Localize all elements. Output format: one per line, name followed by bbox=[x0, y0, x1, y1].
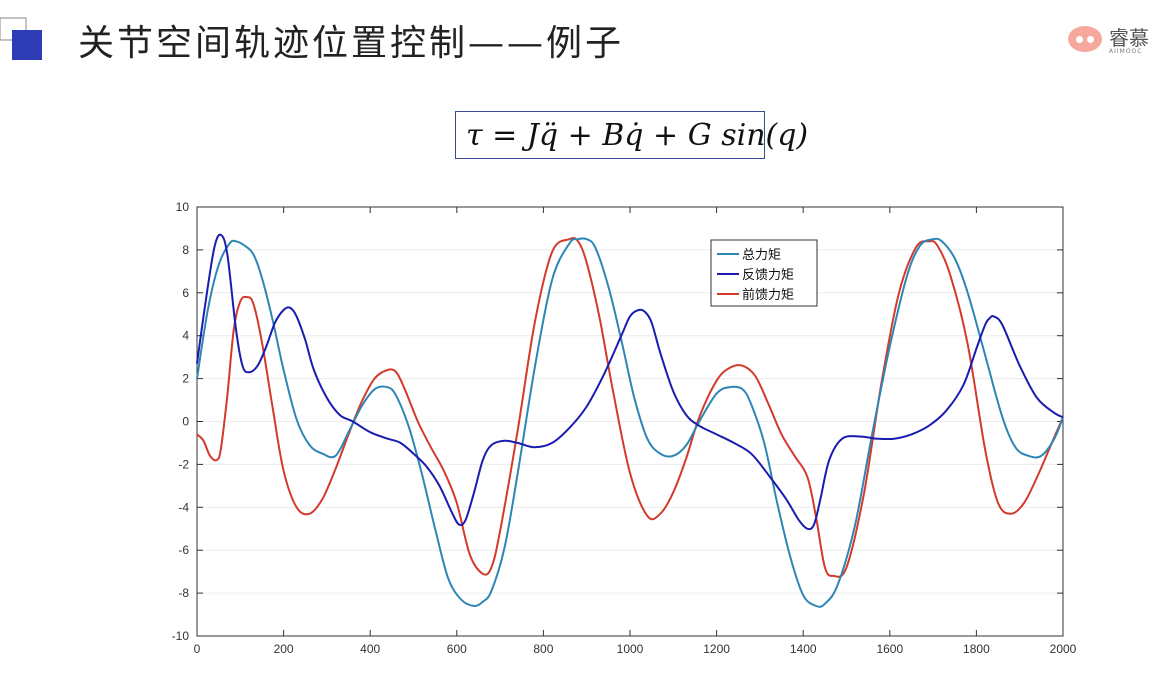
x-tick-label: 1400 bbox=[790, 642, 817, 656]
x-tick-label: 1800 bbox=[963, 642, 990, 656]
x-tick-label: 1000 bbox=[617, 642, 644, 656]
y-tick-label: 4 bbox=[182, 329, 189, 343]
x-tick-label: 800 bbox=[533, 642, 553, 656]
x-tick-label: 1200 bbox=[703, 642, 730, 656]
y-tick-label: 8 bbox=[182, 243, 189, 257]
logo-subtext: AIIMOOC bbox=[1109, 48, 1143, 55]
x-tick-label: 400 bbox=[360, 642, 380, 656]
series-line-1 bbox=[196, 233, 1064, 531]
legend-label: 总力矩 bbox=[742, 248, 781, 263]
title-bullet-icon bbox=[0, 17, 42, 60]
y-tick-label: 10 bbox=[176, 200, 190, 214]
y-tick-label: -10 bbox=[172, 629, 190, 643]
y-tick-label: 0 bbox=[182, 415, 189, 429]
series-line-0 bbox=[196, 237, 1064, 608]
y-tick-label: -8 bbox=[178, 586, 189, 600]
x-tick-label: 200 bbox=[274, 642, 294, 656]
y-tick-label: -6 bbox=[178, 543, 189, 557]
x-tick-label: 2000 bbox=[1050, 642, 1077, 656]
x-tick-label: 600 bbox=[447, 642, 467, 656]
series-line-2 bbox=[196, 237, 1064, 578]
y-tick-label: 6 bbox=[182, 286, 189, 300]
y-tick-label: -2 bbox=[178, 457, 189, 471]
legend-label: 反馈力矩 bbox=[742, 268, 794, 283]
legend-label: 前馈力矩 bbox=[742, 287, 794, 303]
y-tick-label: -4 bbox=[178, 500, 189, 514]
logo: 睿慕 AIIMOOC bbox=[1068, 22, 1164, 62]
x-tick-label: 1600 bbox=[876, 642, 903, 656]
formula-box: τ = Jq̈ + Bq̇ + G sin(q) bbox=[455, 111, 808, 159]
x-tick-label: 0 bbox=[194, 642, 201, 656]
slide-title: 关节空间轨迹位置控制——例子 bbox=[78, 23, 625, 64]
pig-logo-icon bbox=[1068, 26, 1102, 52]
logo-text: 睿慕 bbox=[1109, 26, 1149, 50]
formula-text: τ = Jq̈ + Bq̇ + G sin(q) bbox=[466, 118, 809, 153]
y-tick-label: 2 bbox=[182, 372, 189, 386]
